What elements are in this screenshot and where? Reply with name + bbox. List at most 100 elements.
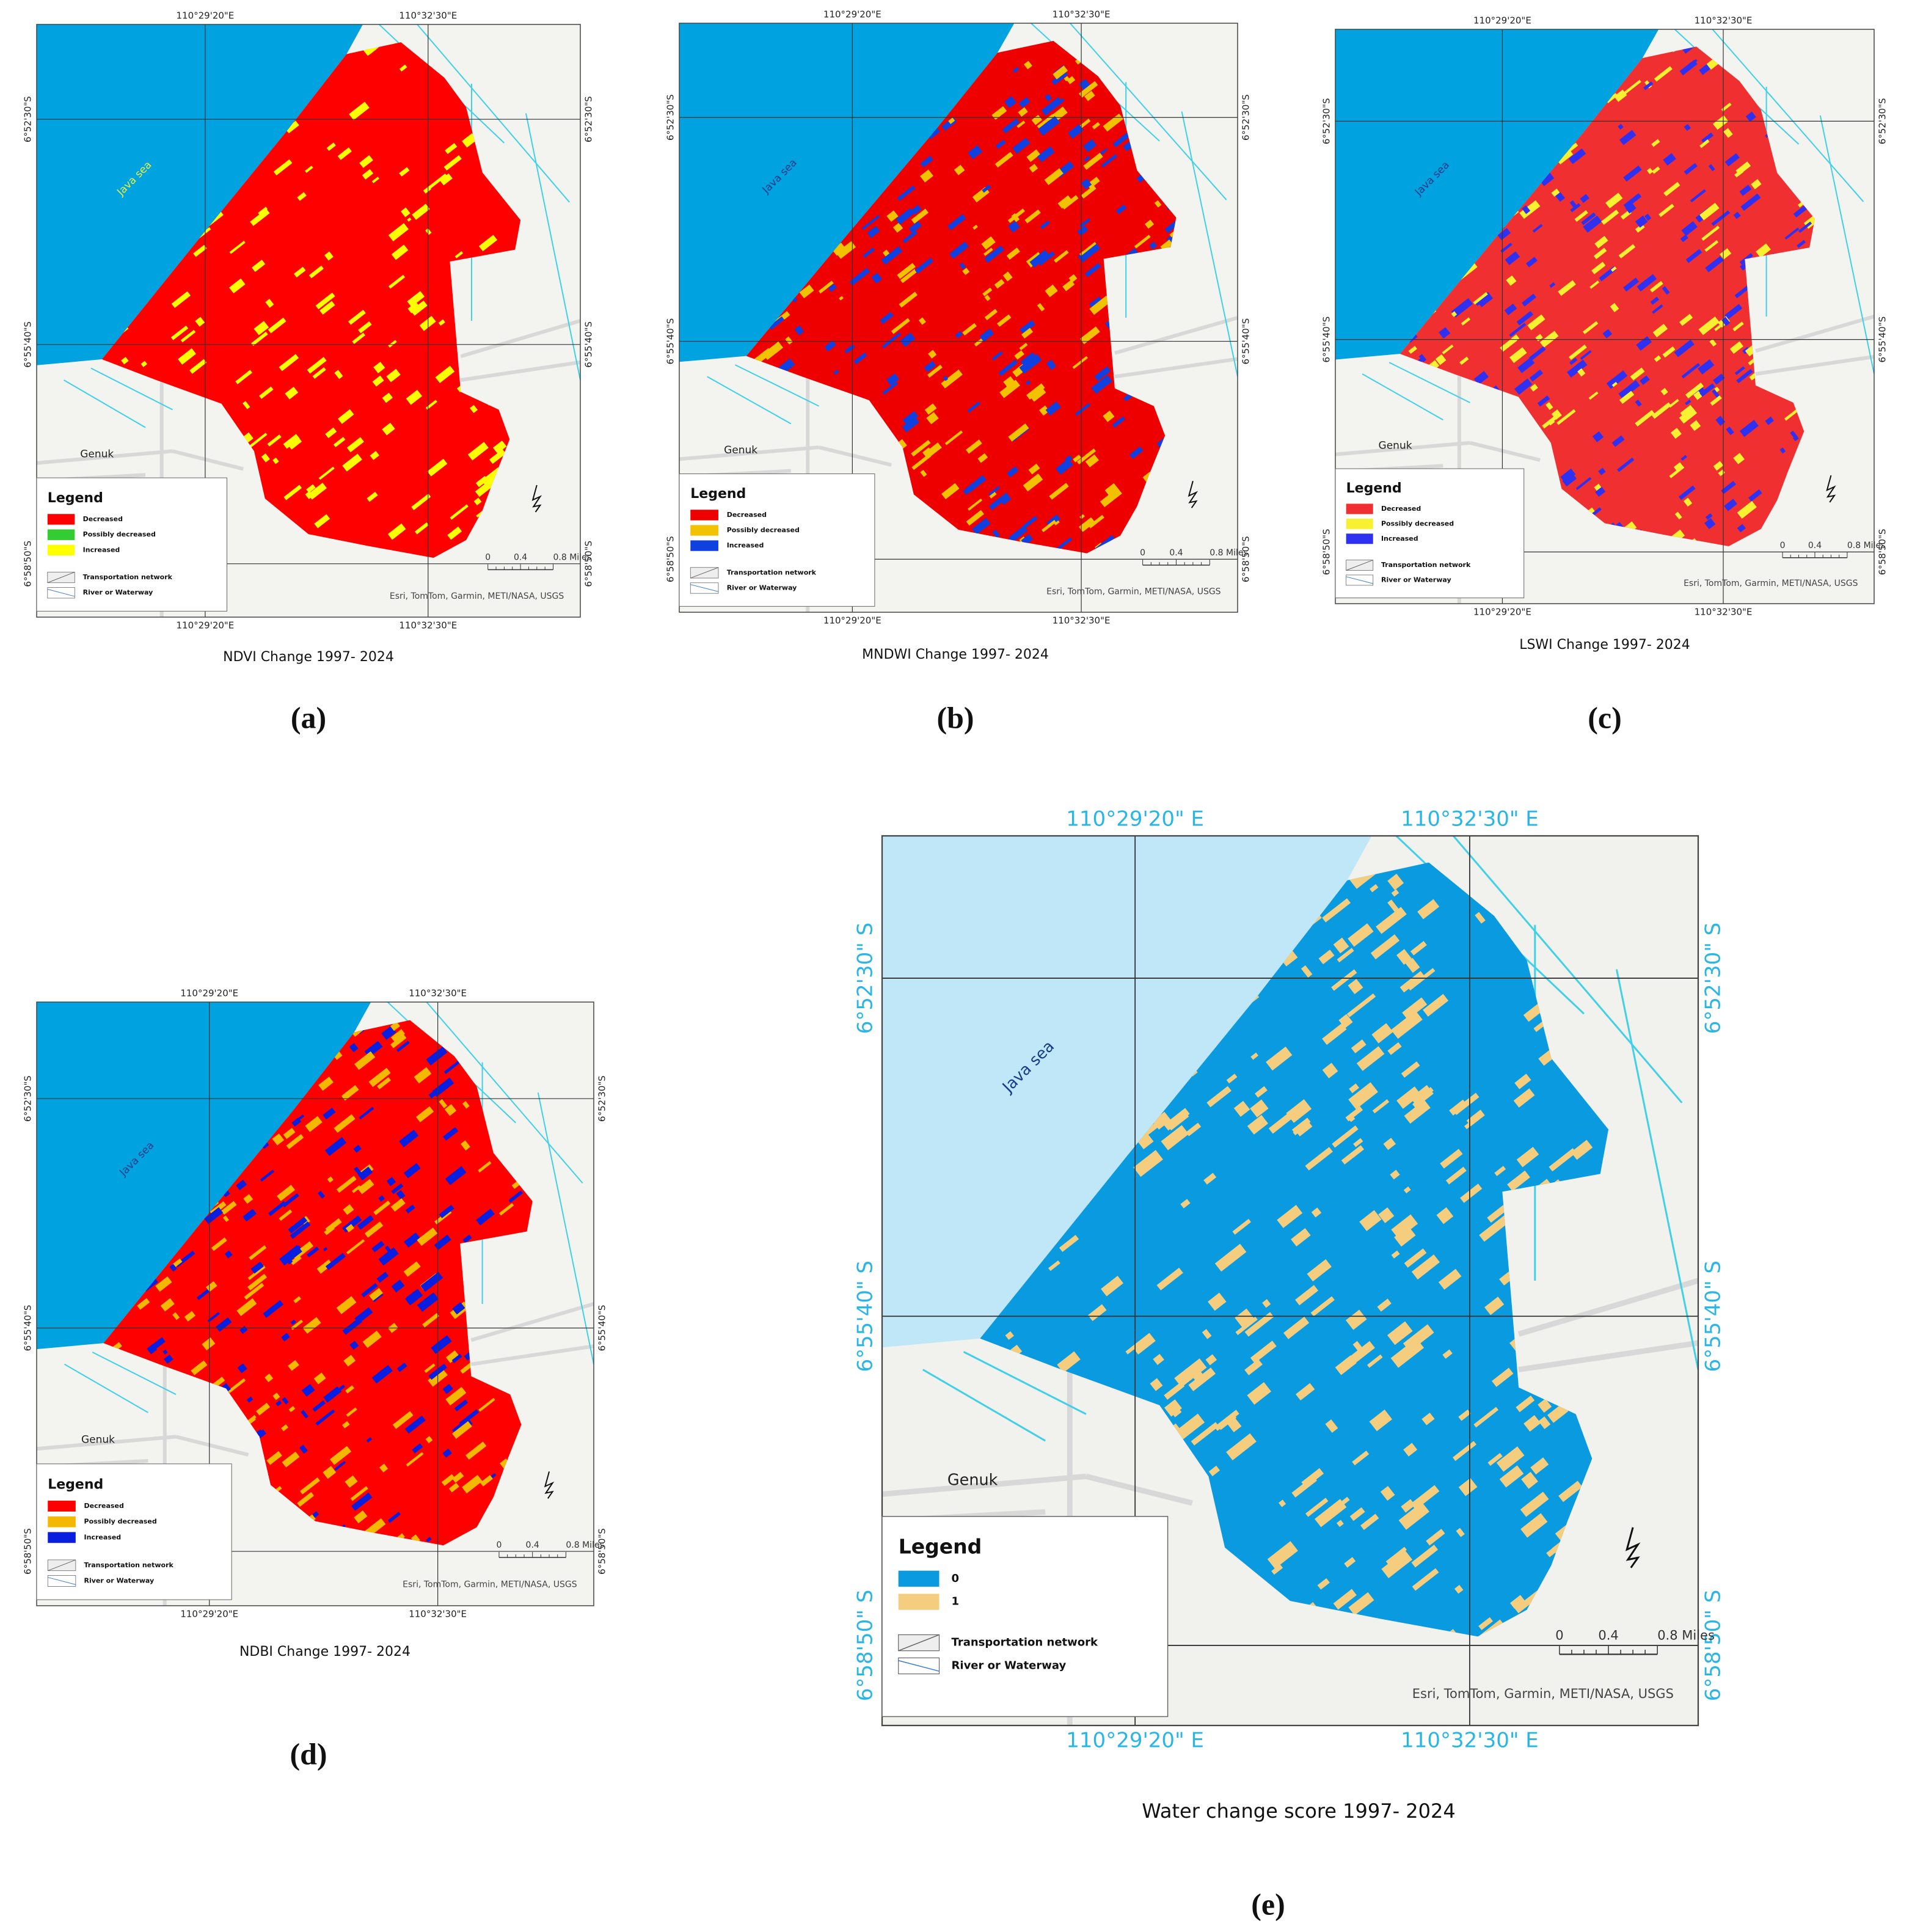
raster-patch xyxy=(1411,1545,1439,1568)
raster-patch xyxy=(438,319,445,326)
raster-patch xyxy=(1644,213,1652,221)
raster-patch xyxy=(867,225,880,238)
raster-patch xyxy=(405,1204,415,1214)
raster-patch xyxy=(902,417,919,433)
raster-patch xyxy=(1765,416,1775,425)
raster-patch xyxy=(899,291,918,308)
raster-patch xyxy=(948,117,955,124)
raster-patch xyxy=(1208,1292,1227,1311)
raster-patch xyxy=(892,222,903,233)
lat-label: 6°52'30"S xyxy=(583,96,594,142)
raster-patch xyxy=(1083,153,1103,170)
raster-patch xyxy=(252,260,266,273)
raster-patch xyxy=(443,155,462,171)
raster-patch xyxy=(1018,107,1028,117)
raster-patch xyxy=(1521,1471,1538,1489)
raster-patch xyxy=(955,331,963,338)
raster-patch xyxy=(439,1204,454,1218)
raster-patch xyxy=(897,185,916,201)
raster-patch xyxy=(469,404,478,414)
raster-patch xyxy=(1606,93,1618,103)
raster-patch xyxy=(336,1296,357,1314)
raster-patch xyxy=(1461,1482,1472,1493)
lat-label: 6°52'30"S xyxy=(1241,94,1252,141)
raster-patch xyxy=(1662,346,1676,358)
raster-patch xyxy=(305,166,313,173)
raster-patch xyxy=(319,301,335,315)
raster-patch xyxy=(392,1411,414,1429)
river xyxy=(525,113,580,381)
raster-patch xyxy=(1356,1046,1385,1071)
raster-patch xyxy=(1016,120,1026,128)
raster-patch xyxy=(1014,350,1024,360)
raster-patch xyxy=(911,453,932,470)
raster-patch xyxy=(478,1161,492,1173)
raster-patch xyxy=(1385,1546,1407,1565)
legend-title: Legend xyxy=(1346,481,1402,496)
legend-label: Increased xyxy=(84,1533,122,1541)
raster-patch xyxy=(467,442,489,461)
raster-patch xyxy=(462,1234,472,1243)
town-label: Genuk xyxy=(724,444,757,456)
raster-patch xyxy=(1019,354,1042,374)
scale-label: 0 xyxy=(1555,1628,1563,1643)
map-content xyxy=(679,23,1238,612)
scale-label: 0.4 xyxy=(514,552,527,562)
raster-patch xyxy=(189,359,207,374)
raster-patch xyxy=(407,217,412,222)
raster-patch xyxy=(1711,210,1731,226)
raster-patch xyxy=(1532,224,1543,233)
raster-patch xyxy=(281,1333,290,1342)
raster-patch xyxy=(991,351,1003,360)
raster-patch xyxy=(1619,130,1637,145)
raster-patch xyxy=(382,392,393,403)
scale-label: 0 xyxy=(496,1540,502,1550)
raster-patch xyxy=(1267,1541,1298,1569)
raster-patch xyxy=(1079,514,1085,519)
raster-patch xyxy=(333,1051,343,1060)
raster-patch xyxy=(995,139,1006,149)
raster-patch xyxy=(981,236,996,250)
raster-patch xyxy=(1610,302,1619,313)
raster-patch xyxy=(1509,347,1527,364)
raster-patch xyxy=(1045,284,1058,298)
raster-patch xyxy=(1338,1014,1353,1028)
raster-patch xyxy=(828,284,837,292)
raster-patch xyxy=(368,1067,391,1088)
lon-label: 110°32'30"E xyxy=(409,1609,467,1620)
raster-patch xyxy=(338,409,354,424)
raster-patch xyxy=(326,142,336,152)
lon-label: 110°32'30"E xyxy=(399,10,457,21)
raster-patch xyxy=(391,1279,405,1293)
raster-patch xyxy=(1487,1453,1503,1466)
raster-patch xyxy=(346,437,364,453)
raster-patch xyxy=(262,1142,269,1149)
raster-patch xyxy=(1720,248,1732,260)
raster-patch xyxy=(445,1350,459,1363)
raster-patch xyxy=(768,316,784,330)
raster-patch xyxy=(998,359,1018,376)
raster-patch xyxy=(1635,224,1645,233)
raster-patch xyxy=(1100,488,1122,508)
raster-patch xyxy=(1042,519,1056,533)
river xyxy=(1181,111,1238,377)
raster-patch xyxy=(1618,244,1636,259)
raster-patch xyxy=(247,1265,266,1281)
raster-patch xyxy=(1208,1465,1221,1477)
map-content xyxy=(1335,29,1874,604)
legend-label: River or Waterway xyxy=(1381,576,1451,584)
raster-patch xyxy=(373,362,385,373)
raster-patch xyxy=(279,354,299,371)
raster-patch xyxy=(1059,1235,1079,1253)
lon-label: 110°32'30" E xyxy=(1401,807,1539,832)
raster-patch xyxy=(301,1383,315,1397)
raster-patch xyxy=(1699,383,1715,397)
raster-patch xyxy=(404,1289,423,1306)
raster-patch xyxy=(1656,66,1673,80)
raster-patch xyxy=(1161,1125,1189,1151)
raster-patch xyxy=(911,439,931,457)
raster-patch xyxy=(1244,1359,1263,1375)
raster-patch xyxy=(1459,356,1469,365)
raster-patch xyxy=(1580,350,1592,360)
legend-label: Increased xyxy=(727,541,764,549)
